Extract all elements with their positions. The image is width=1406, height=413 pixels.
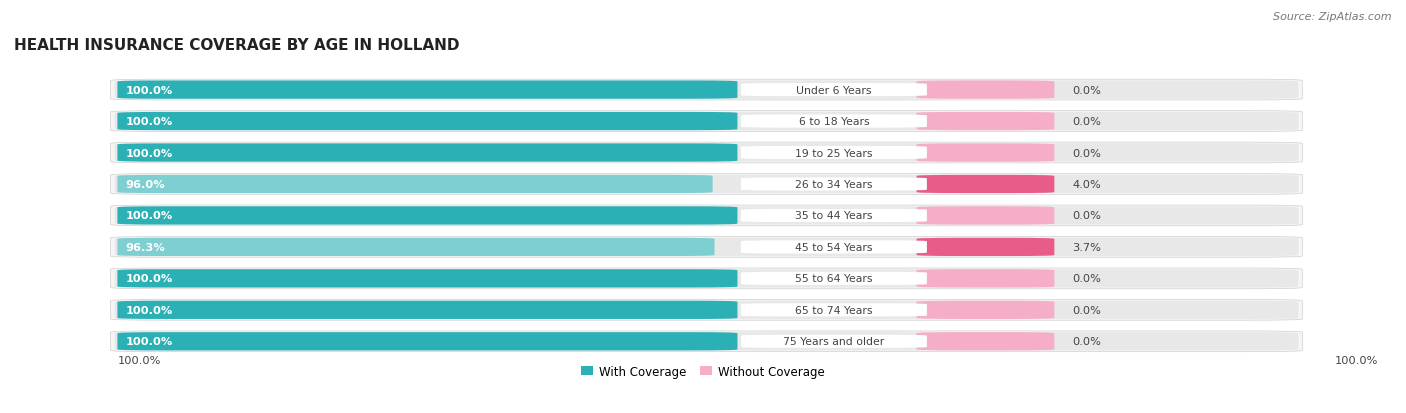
FancyBboxPatch shape [115, 270, 1298, 288]
Text: 0.0%: 0.0% [1073, 211, 1101, 221]
Text: 6 to 18 Years: 6 to 18 Years [799, 117, 869, 127]
FancyBboxPatch shape [741, 304, 927, 317]
Text: 0.0%: 0.0% [1073, 117, 1101, 127]
Text: 0.0%: 0.0% [1073, 274, 1101, 284]
Text: 0.0%: 0.0% [1073, 148, 1101, 158]
FancyBboxPatch shape [115, 81, 1298, 100]
FancyBboxPatch shape [118, 332, 738, 351]
FancyBboxPatch shape [115, 176, 1298, 194]
Text: 45 to 54 Years: 45 to 54 Years [796, 242, 873, 252]
FancyBboxPatch shape [111, 331, 1302, 352]
Text: 100.0%: 100.0% [125, 337, 173, 347]
FancyBboxPatch shape [917, 81, 1054, 100]
Text: 100.0%: 100.0% [125, 117, 173, 127]
FancyBboxPatch shape [741, 335, 927, 348]
FancyBboxPatch shape [741, 272, 927, 285]
FancyBboxPatch shape [917, 270, 1054, 288]
Text: 100.0%: 100.0% [125, 148, 173, 158]
FancyBboxPatch shape [115, 301, 1298, 319]
Legend: With Coverage, Without Coverage: With Coverage, Without Coverage [576, 360, 830, 383]
Text: 100.0%: 100.0% [125, 305, 173, 315]
FancyBboxPatch shape [111, 174, 1302, 195]
FancyBboxPatch shape [741, 84, 927, 97]
Text: Source: ZipAtlas.com: Source: ZipAtlas.com [1274, 12, 1392, 22]
FancyBboxPatch shape [111, 268, 1302, 289]
FancyBboxPatch shape [111, 237, 1302, 258]
Text: 100.0%: 100.0% [1334, 355, 1378, 365]
FancyBboxPatch shape [111, 206, 1302, 226]
Text: 100.0%: 100.0% [118, 355, 160, 365]
Text: 0.0%: 0.0% [1073, 337, 1101, 347]
FancyBboxPatch shape [111, 80, 1302, 101]
FancyBboxPatch shape [741, 115, 927, 128]
FancyBboxPatch shape [917, 332, 1054, 351]
FancyBboxPatch shape [917, 238, 1054, 256]
Text: 75 Years and older: 75 Years and older [783, 337, 884, 347]
FancyBboxPatch shape [115, 207, 1298, 225]
FancyBboxPatch shape [741, 178, 927, 191]
Text: 26 to 34 Years: 26 to 34 Years [796, 180, 873, 190]
FancyBboxPatch shape [917, 301, 1054, 319]
FancyBboxPatch shape [917, 207, 1054, 225]
Text: 65 to 74 Years: 65 to 74 Years [796, 305, 873, 315]
FancyBboxPatch shape [741, 241, 927, 254]
Text: 100.0%: 100.0% [125, 85, 173, 95]
FancyBboxPatch shape [118, 238, 714, 256]
FancyBboxPatch shape [115, 332, 1298, 351]
Text: 55 to 64 Years: 55 to 64 Years [796, 274, 873, 284]
Text: 19 to 25 Years: 19 to 25 Years [796, 148, 873, 158]
FancyBboxPatch shape [118, 144, 738, 162]
FancyBboxPatch shape [111, 300, 1302, 320]
FancyBboxPatch shape [741, 147, 927, 160]
FancyBboxPatch shape [118, 113, 738, 131]
Text: 100.0%: 100.0% [125, 274, 173, 284]
Text: 4.0%: 4.0% [1073, 180, 1101, 190]
Text: 96.3%: 96.3% [125, 242, 166, 252]
FancyBboxPatch shape [917, 176, 1054, 194]
FancyBboxPatch shape [118, 81, 738, 100]
FancyBboxPatch shape [917, 113, 1054, 131]
Text: 0.0%: 0.0% [1073, 85, 1101, 95]
FancyBboxPatch shape [118, 207, 738, 225]
FancyBboxPatch shape [111, 143, 1302, 164]
Text: Under 6 Years: Under 6 Years [796, 85, 872, 95]
Text: 100.0%: 100.0% [125, 211, 173, 221]
FancyBboxPatch shape [115, 144, 1298, 162]
FancyBboxPatch shape [118, 176, 713, 194]
Text: 35 to 44 Years: 35 to 44 Years [796, 211, 873, 221]
FancyBboxPatch shape [115, 113, 1298, 131]
FancyBboxPatch shape [115, 238, 1298, 256]
Text: 0.0%: 0.0% [1073, 305, 1101, 315]
Text: HEALTH INSURANCE COVERAGE BY AGE IN HOLLAND: HEALTH INSURANCE COVERAGE BY AGE IN HOLL… [14, 38, 460, 53]
FancyBboxPatch shape [118, 301, 738, 319]
FancyBboxPatch shape [111, 112, 1302, 132]
FancyBboxPatch shape [118, 270, 738, 288]
FancyBboxPatch shape [741, 209, 927, 223]
Text: 3.7%: 3.7% [1073, 242, 1101, 252]
FancyBboxPatch shape [917, 144, 1054, 162]
Text: 96.0%: 96.0% [125, 180, 166, 190]
